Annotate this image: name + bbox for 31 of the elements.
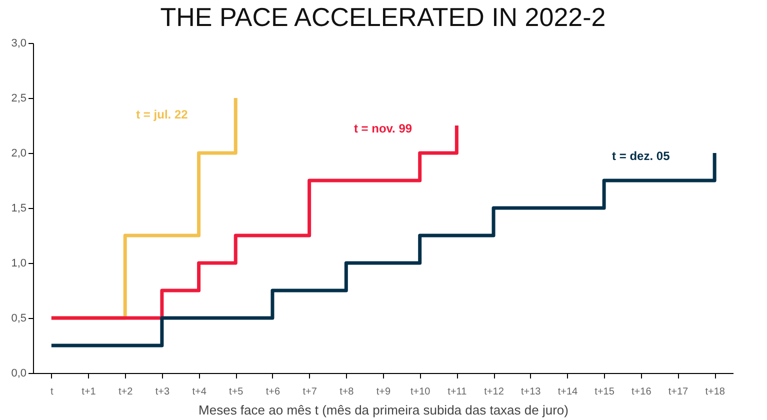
x-tick-label: t+18 <box>705 386 726 398</box>
x-tick-label: t+7 <box>302 386 318 398</box>
y-tick-label: 1,5 <box>11 202 26 214</box>
x-tick-label: t+11 <box>448 386 468 398</box>
y-tick-label: 0,0 <box>11 368 26 380</box>
x-tick-label: t+4 <box>192 386 207 398</box>
text: t = jul. 22 <box>136 108 188 122</box>
y-tick-label: 1,0 <box>11 258 26 270</box>
x-axis-title: Meses face ao mês t (mês da primeira subida das taxas de juro) <box>198 402 568 418</box>
x-tick-label: t+2 <box>118 386 134 398</box>
series-label: t = nov. 99 <box>354 121 412 136</box>
x-tick-label: t+13 <box>520 386 542 398</box>
x-tick-label: t+10 <box>410 386 431 398</box>
x-tick-label: t+1 <box>82 386 96 398</box>
x-tick-label: t+6 <box>266 386 280 398</box>
x-tick-label: t+15 <box>594 386 615 398</box>
x-tick-label: t+5 <box>229 386 244 398</box>
x-tick-label: t+14 <box>558 386 578 398</box>
x-tick-label: t+3 <box>155 386 170 398</box>
x-tick-label: t <box>50 386 54 398</box>
y-tick-label: 0,5 <box>11 312 26 324</box>
y-tick-label: 3,0 <box>11 38 26 50</box>
chart-title: THE PACE ACCELERATED IN 2022-2 <box>160 2 606 32</box>
x-tick-label: t+12 <box>484 386 504 398</box>
x-tick-label: t+8 <box>340 386 354 398</box>
x-tick-label: t+9 <box>376 386 392 398</box>
y-tick-label: 2,0 <box>11 148 26 160</box>
y-tick-label: 2,5 <box>11 92 26 104</box>
x-tick-label: t+17 <box>668 386 689 398</box>
series-label: t = dez. 05 <box>612 148 670 163</box>
x-tick-label: t+16 <box>632 386 652 398</box>
